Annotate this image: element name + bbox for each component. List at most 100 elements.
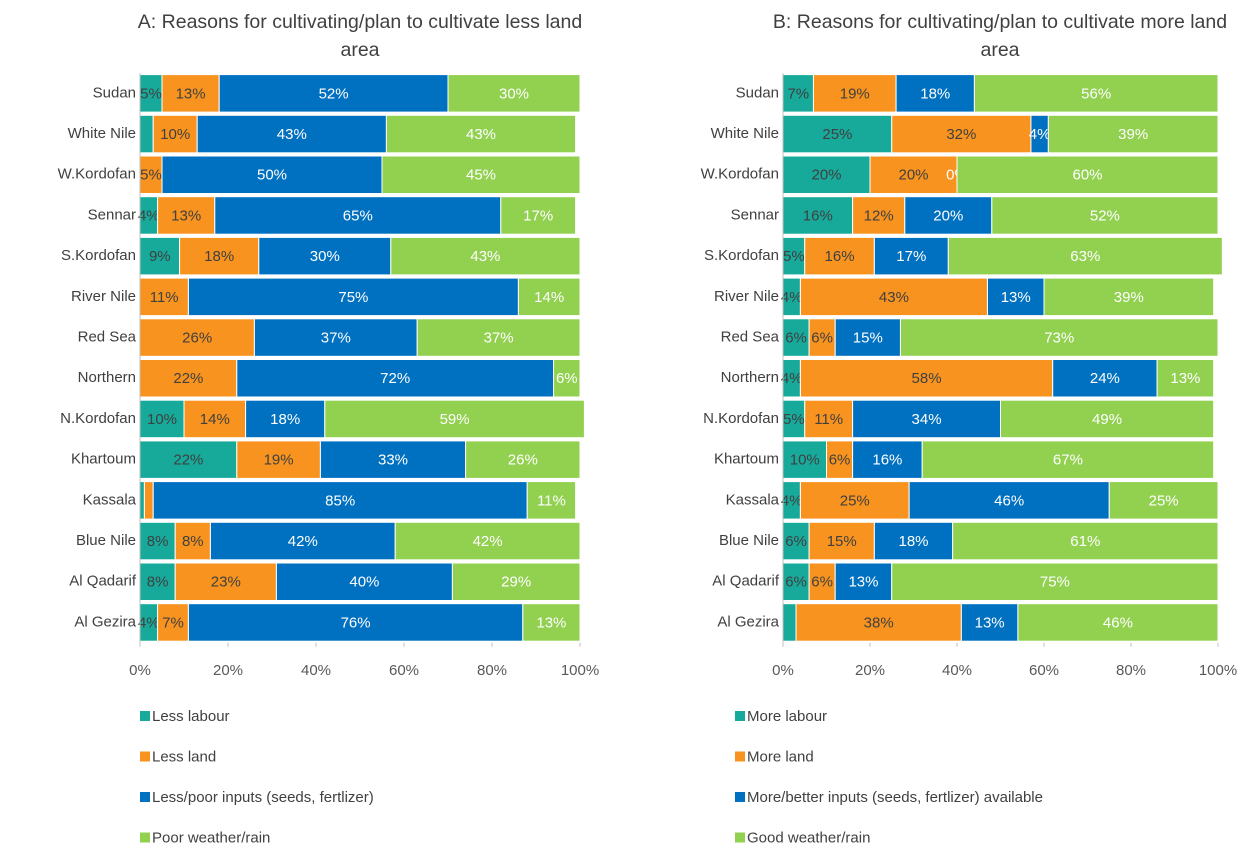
x-tick-label: 40%	[942, 662, 972, 679]
bar-segment	[973, 74, 1219, 113]
data-label: 12%	[864, 207, 894, 224]
data-label: 17%	[523, 207, 553, 224]
data-label: 52%	[319, 85, 349, 102]
legend-label: Less labour	[152, 708, 230, 725]
bar-segment	[187, 603, 524, 642]
bar-segment	[253, 318, 418, 357]
legend-swatch	[735, 832, 745, 843]
data-label: 19%	[840, 85, 870, 102]
bar-segment	[952, 521, 1219, 561]
bar-segment	[553, 359, 581, 398]
data-label: 37%	[321, 330, 351, 347]
bar-segment	[161, 74, 220, 113]
data-label: 22%	[173, 370, 203, 387]
y-tick-label: Sennar	[88, 206, 136, 223]
y-tick-label: White Nile	[711, 125, 779, 142]
legend-swatch	[140, 751, 150, 762]
bar-segment	[834, 318, 901, 357]
x-tick-label: 0%	[129, 662, 151, 679]
data-label: 25%	[822, 126, 852, 143]
data-label: 22%	[173, 452, 203, 469]
y-tick-label: Red Sea	[78, 329, 137, 346]
data-label: 61%	[1070, 533, 1100, 550]
data-label: 15%	[853, 330, 883, 347]
y-tick-label: Sudan	[736, 84, 779, 101]
bar-segment	[1017, 603, 1219, 642]
bar-segment	[236, 440, 321, 479]
data-label: 6%	[556, 370, 578, 387]
bar-segment	[385, 114, 577, 154]
bar-segment	[1052, 359, 1158, 398]
bar-segment	[236, 359, 555, 398]
x-tick-label: 60%	[1029, 662, 1059, 679]
bar-segment	[782, 114, 893, 154]
bar-segment	[451, 562, 581, 601]
data-label: 52%	[1090, 207, 1120, 224]
y-tick-label: Khartoum	[714, 451, 779, 468]
y-tick-label: Blue Nile	[719, 532, 779, 549]
x-tick-label: 100%	[1199, 662, 1237, 679]
data-label: 5%	[783, 248, 805, 265]
x-tick-label: 20%	[855, 662, 885, 679]
bar-segment	[947, 236, 1223, 276]
bar-segment	[139, 359, 238, 398]
data-label: 4%	[138, 207, 160, 224]
data-label: 16%	[825, 248, 855, 265]
bar-segment	[782, 74, 814, 113]
x-tick-label: 80%	[477, 662, 507, 679]
bar-segment	[1156, 359, 1215, 398]
bar-segment	[245, 399, 326, 439]
y-tick-label: W.Kordofan	[58, 166, 136, 183]
bar-segment	[324, 399, 585, 439]
data-label: 50%	[257, 167, 287, 184]
bar-segment	[1108, 481, 1219, 520]
bar-segment	[986, 277, 1045, 317]
bar-segment	[319, 440, 467, 479]
data-label: 11%	[150, 289, 179, 306]
bar-segment	[960, 603, 1019, 642]
data-label: 63%	[1070, 248, 1100, 265]
bar-segment	[258, 236, 392, 276]
data-label: 10%	[160, 126, 190, 143]
data-label: 29%	[501, 574, 531, 591]
data-label: 75%	[1040, 574, 1070, 591]
data-label: 25%	[1149, 492, 1179, 509]
data-label: 18%	[920, 85, 950, 102]
data-label: 46%	[994, 492, 1024, 509]
data-label: 24%	[1090, 370, 1120, 387]
y-tick-label: Sudan	[93, 84, 136, 101]
data-label: 13%	[1170, 370, 1200, 387]
data-label: 85%	[325, 492, 355, 509]
data-label: 56%	[1081, 85, 1111, 102]
data-label: 49%	[1092, 411, 1122, 428]
y-tick-label: Kassala	[726, 491, 780, 508]
bar-segment	[808, 318, 836, 357]
bar-segment	[157, 603, 189, 642]
y-tick-label: S.Kordofan	[61, 247, 136, 264]
bar-segment	[390, 236, 581, 276]
data-label: 43%	[879, 289, 909, 306]
bar-segment	[1000, 399, 1215, 439]
data-label: 10%	[790, 452, 820, 469]
data-label: 65%	[343, 207, 373, 224]
data-label: 39%	[1118, 126, 1148, 143]
bar-segment	[895, 74, 975, 113]
bar-segment	[782, 155, 871, 194]
bar-segment	[500, 196, 577, 235]
bar-segment	[139, 318, 255, 357]
bar-segment	[804, 236, 875, 276]
bar-segment	[465, 440, 581, 479]
data-label: 34%	[912, 411, 942, 428]
bar-segment	[782, 562, 810, 601]
legend-label: Less land	[152, 748, 216, 765]
y-tick-label: White Nile	[68, 125, 136, 142]
bar-segment	[522, 603, 581, 642]
bar-segment	[139, 236, 181, 276]
y-tick-label: W.Kordofan	[701, 166, 779, 183]
legend-swatch	[140, 711, 150, 721]
y-tick-label: Kassala	[83, 491, 137, 508]
data-label: 76%	[341, 614, 371, 631]
legend-label: More labour	[747, 708, 827, 725]
data-label: 6%	[785, 533, 807, 550]
chart-title: B: Reasons for cultivating/plan to culti…	[772, 11, 1228, 61]
